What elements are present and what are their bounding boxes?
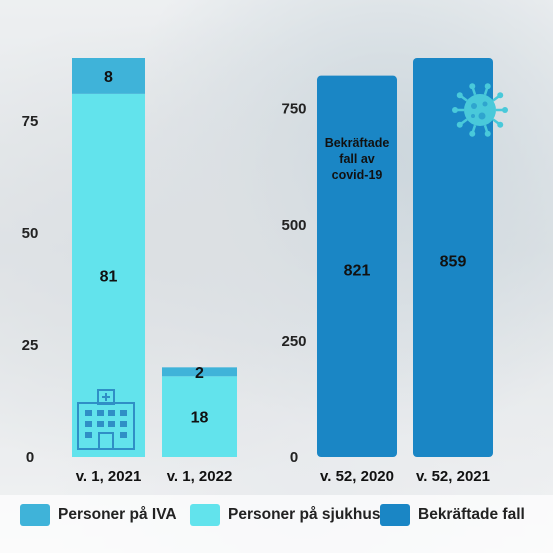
virus-body	[464, 94, 496, 126]
legend-item-iva: Personer på IVA	[20, 504, 177, 526]
x-tick-label: v. 52, 2021	[416, 468, 490, 485]
bar-iva	[162, 367, 237, 377]
x-tick-label: v. 1, 2021	[76, 468, 142, 485]
bar-fall	[317, 75, 397, 457]
bars: 81 8 v. 1, 2021 18 2 v. 1, 2022 821 v. 52, 2020…	[72, 58, 493, 485]
left-y-axis: 0 25 50 75	[22, 113, 39, 466]
virus-spot	[471, 103, 477, 109]
left-y-tick-label: 50	[22, 225, 39, 242]
virus-spot	[478, 112, 486, 120]
legend: Personer på IVA Personer på sjukhus Bekr…	[0, 500, 553, 530]
legend-label-sjukhus: Personer på sjukhus	[228, 506, 381, 523]
annotation-line: fall av	[339, 152, 374, 166]
virus-spike-tip	[469, 130, 476, 137]
virus-icon	[452, 83, 508, 137]
legend-item-fall: Bekräftade fall	[380, 504, 525, 526]
legend-label-iva: Personer på IVA	[58, 506, 177, 523]
bar-annotation: Bekräftade fall av covid-19	[325, 136, 390, 182]
virus-spike-tip	[456, 121, 463, 128]
bar-value-label: 2	[195, 365, 204, 382]
right-y-tick-label: 500	[281, 217, 306, 234]
bar-value-label: 18	[191, 410, 209, 427]
bar-value-label: 821	[344, 262, 371, 279]
legend-swatch-fall	[380, 504, 410, 526]
legend-background	[0, 495, 553, 553]
virus-spot	[482, 101, 488, 107]
right-y-tick-label: 250	[281, 333, 306, 350]
x-tick-label: v. 1, 2022	[167, 468, 233, 485]
chart-svg: 0 25 50 75 0 250 500 750 81 8 v. 1, 2021 18 2 v. 1,…	[22, 58, 508, 485]
virus-spike-tip	[484, 83, 491, 90]
left-y-tick-label: 0	[26, 449, 34, 466]
legend-swatch-iva	[20, 504, 50, 526]
right-y-tick-label: 750	[281, 101, 306, 118]
virus-spike-tip	[452, 107, 458, 113]
legend-swatch-sjukhus	[190, 504, 220, 526]
hospital-icon	[77, 389, 135, 450]
bar-value-label: 8	[104, 69, 113, 86]
annotation-line: Bekräftade	[325, 136, 390, 150]
virus-spike-tip	[497, 92, 504, 99]
legend-label-fall: Bekräftade fall	[418, 506, 525, 523]
virus-spike-tip	[502, 107, 508, 113]
bar-fall	[413, 58, 493, 457]
annotation-line: covid-19	[332, 168, 383, 182]
right-y-axis: 0 250 500 750	[281, 101, 306, 466]
bar-sjukhus	[162, 376, 237, 457]
virus-spike-tip	[497, 121, 504, 128]
virus-spike-tip	[484, 130, 491, 137]
left-y-tick-label: 75	[22, 113, 39, 130]
bar-iva	[72, 58, 145, 94]
virus-spot	[471, 114, 475, 118]
right-y-tick-label: 0	[290, 449, 298, 466]
virus-spike-tip	[469, 83, 476, 90]
legend-item-sjukhus: Personer på sjukhus	[190, 504, 380, 526]
bar-value-label: 81	[100, 268, 118, 285]
bar-value-label: 859	[440, 254, 467, 271]
virus-spike-tip	[456, 92, 463, 99]
x-tick-label: v. 52, 2020	[320, 468, 394, 485]
left-y-tick-label: 25	[22, 337, 39, 354]
